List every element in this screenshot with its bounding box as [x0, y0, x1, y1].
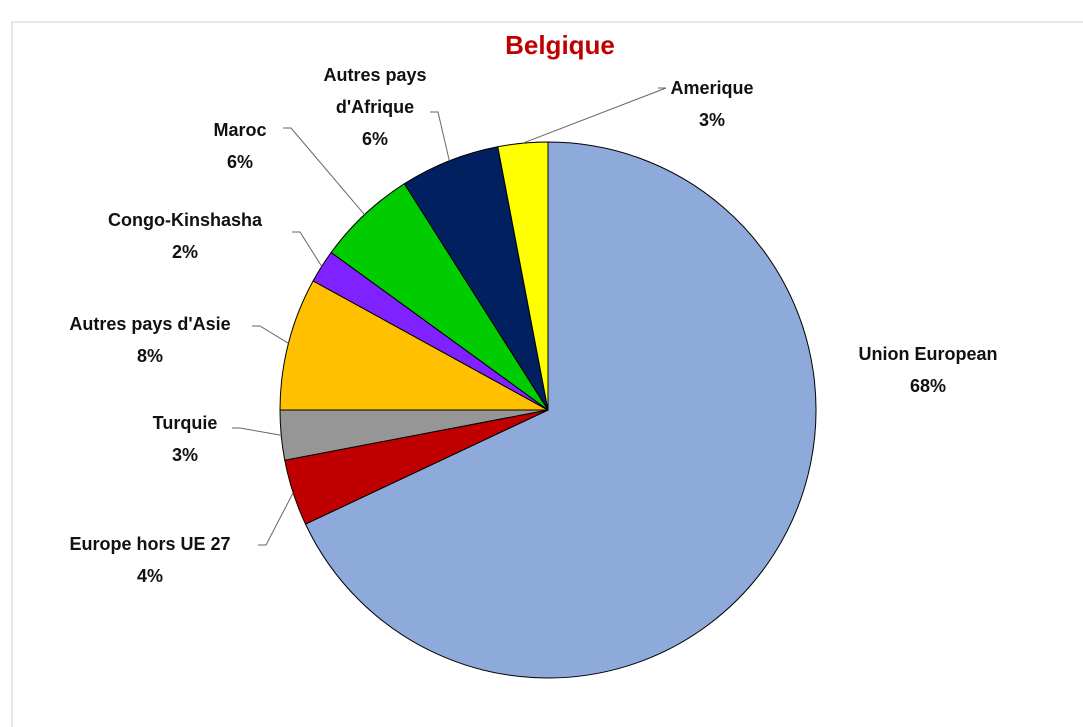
slice-value-label: 3% — [171, 445, 199, 465]
slice-label: Union European — [858, 344, 998, 364]
slice-value-label: 2% — [171, 242, 199, 262]
slice-label: Amerique — [670, 78, 754, 98]
leader-line — [258, 492, 294, 546]
slice-label: Maroc — [213, 120, 267, 140]
pie-slice — [279, 280, 549, 411]
slice-label: Autres pays d'Asie — [69, 314, 231, 334]
chart-title: Belgique — [505, 30, 615, 60]
leader-line — [430, 111, 450, 161]
leader-line — [522, 87, 667, 144]
slice-label: Autres pays d'Afrique — [323, 65, 427, 117]
leader-line — [283, 127, 365, 215]
slice-label: Europe hors UE 27 — [69, 534, 231, 554]
slice-value-label: 6% — [226, 152, 254, 172]
leader-line — [252, 325, 289, 344]
slice-value-label: 68% — [909, 376, 947, 396]
slice-value-label: 3% — [698, 110, 726, 130]
slice-value-label: 6% — [361, 129, 389, 149]
leader-line — [232, 427, 282, 436]
leader-line — [292, 231, 323, 267]
slice-label: Congo-Kinshasha — [107, 210, 263, 230]
slice-value-label: 4% — [136, 566, 164, 586]
pie-slice — [304, 141, 817, 679]
slice-label: Turquie — [152, 413, 218, 433]
slice-value-label: 8% — [136, 346, 164, 366]
